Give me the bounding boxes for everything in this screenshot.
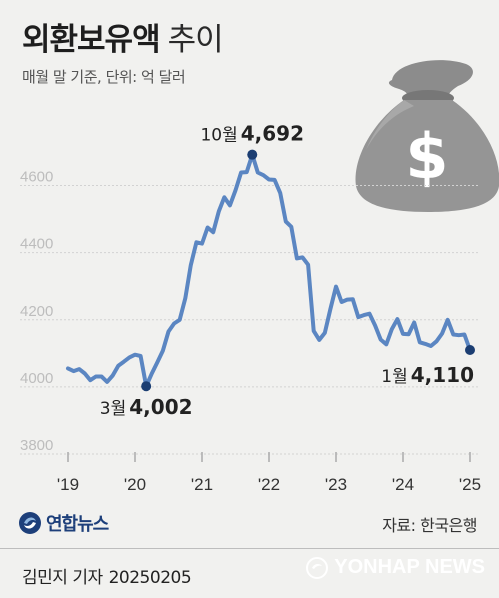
x-tick-label: '19 [57,475,79,494]
annotation-value: 4,110 [411,363,474,387]
title-sub: 추이 [167,22,224,58]
y-tick-labels: 3800 4000 4200 4400 4600 [20,169,53,454]
chart-subtitle: 매월 말 기준, 단위: 억 달러 [22,68,186,86]
chart-title: 외환보유액 추이 [22,14,224,59]
x-tick-label: '22 [258,475,280,494]
y-tick-label: 4400 [20,236,53,253]
y-tick-label: 3800 [20,437,53,454]
annotation-markers [141,149,475,392]
yonhap-logo: 연합뉴스 [18,510,109,536]
x-ticks [67,452,471,462]
x-tick-label: '23 [325,475,347,494]
agency-logo-icon [306,556,329,579]
annotation-label: 1월 4,110 [381,363,474,387]
annotation-value: 4,002 [129,395,192,419]
yonhap-logo-icon [19,512,41,534]
byline-date: 20250205 [108,568,192,588]
annotation-marker [141,381,152,392]
annotation-marker [465,344,475,355]
title-main: 외환보유액 [22,22,161,58]
y-tick-label: 4600 [20,169,53,186]
annotation-month: 3월 [100,399,126,419]
agency-text: YONHAP NEWS [334,556,485,578]
reporter-name: 김민지 기자 [22,568,103,588]
annotation-month: 10월 [200,126,237,146]
money-bag-icon: $ [355,60,499,212]
x-tick-label: '20 [124,475,146,494]
y-tick-label: 4200 [20,303,53,320]
annotation-marker [247,149,258,160]
annotation-value: 4,692 [241,122,304,146]
y-tick-label: 4000 [20,370,53,387]
x-tick-label: '21 [191,475,213,494]
agency-mark: YONHAP NEWS [306,556,485,579]
annotation-month: 1월 [381,367,407,387]
source-note: 자료: 한국은행 [382,516,477,535]
x-tick-label: '25 [459,475,481,494]
x-tick-labels: '19 '20 '21 '22 '23 '24 '25 [57,475,481,494]
annotation-label: 10월 4,692 [200,122,304,146]
y-gridlines [20,185,480,455]
x-tick-label: '24 [392,475,414,494]
logo-text: 연합뉴스 [46,514,109,535]
series-line [66,152,472,389]
annotation-labels: 3월 4,002 10월 4,692 1월 4,110 [100,122,474,420]
footer-divider [0,548,499,549]
svg-text:$: $ [405,120,448,193]
annotation-label: 3월 4,002 [100,395,193,419]
byline: 김민지 기자 20250205 [22,563,192,588]
